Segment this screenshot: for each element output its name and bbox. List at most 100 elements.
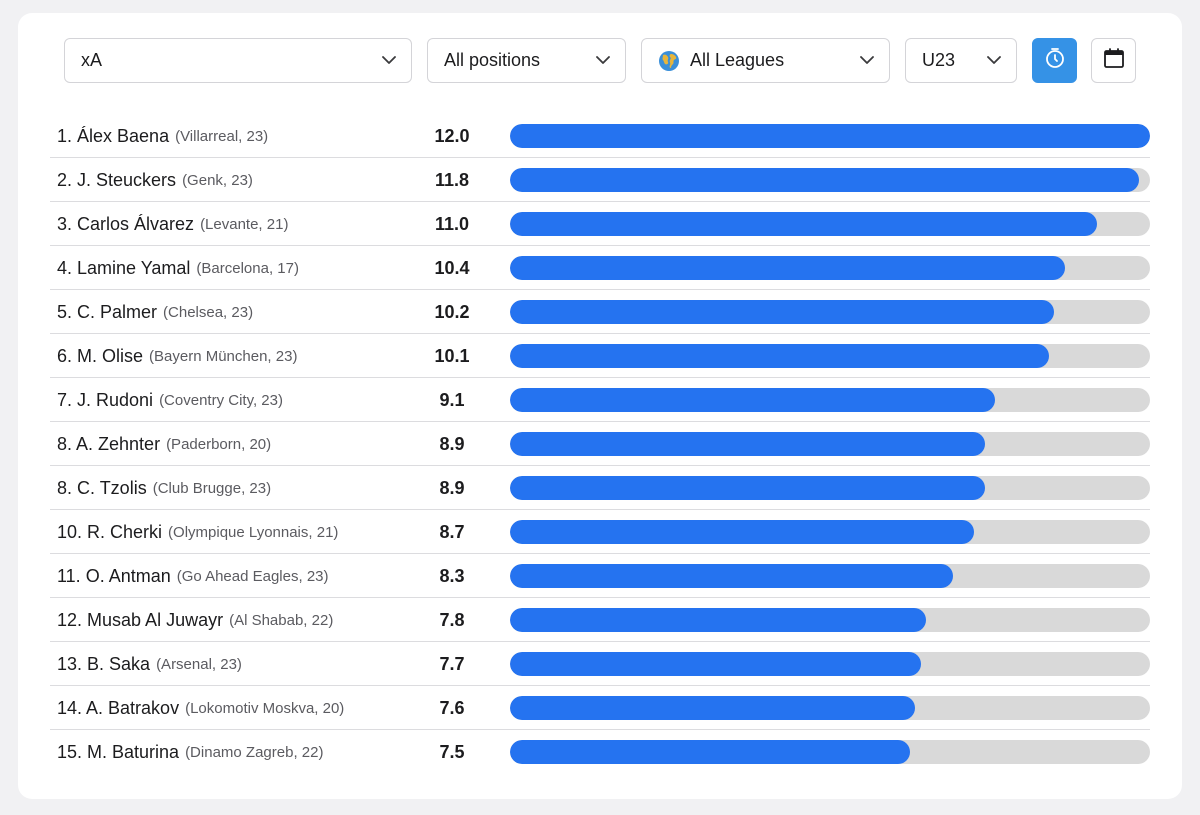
value-bar-fill xyxy=(510,124,1150,148)
player-name-label: 15. M. Baturina xyxy=(57,741,180,762)
value-bar-track xyxy=(510,300,1150,324)
player-name-label: 6. M. Olise xyxy=(57,345,144,366)
chevron-down-icon xyxy=(986,53,1002,69)
value-bar-track xyxy=(510,564,1150,588)
player-club-age: (Chelsea, 23) xyxy=(163,303,254,321)
value-bar-fill xyxy=(510,740,910,764)
player-name-label: 2. J. Steuckers xyxy=(57,169,177,190)
value-bar-fill xyxy=(510,168,1140,192)
league-select[interactable]: All Leagues xyxy=(641,38,890,83)
player-name-label: 1. Álex Baena xyxy=(57,125,170,146)
player-name: 11. O. Antman (Go Ahead Eagles, 23) xyxy=(57,554,329,598)
value-bar-track xyxy=(510,344,1150,368)
player-club-age: (Bayern München, 23) xyxy=(149,347,298,365)
player-row[interactable]: 14. A. Batrakov (Lokomotiv Moskva, 20) 7.6 xyxy=(50,686,1150,730)
player-value: 11.0 xyxy=(434,213,470,234)
value-bar-fill xyxy=(510,212,1097,236)
value-bar-fill xyxy=(510,476,985,500)
player-name-label: 4. Lamine Yamal xyxy=(57,257,191,278)
player-name: 5. C. Palmer (Chelsea, 23) xyxy=(57,290,253,334)
player-value: 7.8 xyxy=(439,609,465,630)
player-row[interactable]: 12. Musab Al Juwayr (Al Shabab, 22) 7.8 xyxy=(50,598,1150,642)
age-select-value: U23 xyxy=(922,50,956,70)
value-bar-fill xyxy=(510,696,916,720)
metric-select-value: xA xyxy=(81,50,103,70)
player-value: 7.6 xyxy=(439,697,465,718)
player-club-age: (Dinamo Zagreb, 22) xyxy=(185,743,324,761)
value-bar-track xyxy=(510,696,1150,720)
player-club-age: (Genk, 23) xyxy=(182,171,253,189)
player-value: 12.0 xyxy=(434,125,470,146)
calendar-icon xyxy=(1103,47,1125,74)
player-name: 3. Carlos Álvarez (Levante, 21) xyxy=(57,202,288,246)
position-select-value: All positions xyxy=(444,50,541,70)
player-value: 8.3 xyxy=(439,565,465,586)
player-name: 6. M. Olise (Bayern München, 23) xyxy=(57,334,297,378)
player-club-age: (Al Shabab, 22) xyxy=(229,611,334,629)
player-value: 10.1 xyxy=(434,345,470,366)
chevron-down-icon xyxy=(595,53,611,69)
player-club-age: (Club Brugge, 23) xyxy=(152,479,272,497)
position-select[interactable]: All positions xyxy=(427,38,626,83)
player-name: 4. Lamine Yamal (Barcelona, 17) xyxy=(57,246,299,290)
player-value: 8.9 xyxy=(439,477,465,498)
player-name: 14. A. Batrakov (Lokomotiv Moskva, 20) xyxy=(57,686,344,730)
value-bar-track xyxy=(510,652,1150,676)
player-value: 11.8 xyxy=(434,169,470,190)
player-name: 1. Álex Baena (Villarreal, 23) xyxy=(57,114,268,158)
value-bar-track xyxy=(510,520,1150,544)
value-bar-track xyxy=(510,608,1150,632)
player-club-age: (Levante, 21) xyxy=(200,215,289,233)
player-row[interactable]: 10. R. Cherki (Olympique Lyonnais, 21) 8.7 xyxy=(50,510,1150,554)
metric-select[interactable]: xA xyxy=(64,38,412,83)
player-name-label: 14. A. Batrakov xyxy=(57,697,180,718)
player-row[interactable]: 11. O. Antman (Go Ahead Eagles, 23) 8.3 xyxy=(50,554,1150,598)
player-ranking-list: 1. Álex Baena (Villarreal, 23) 12.0 2. J. S… xyxy=(50,114,1150,774)
player-row[interactable]: 6. M. Olise (Bayern München, 23) 10.1 xyxy=(50,334,1150,378)
player-row[interactable]: 1. Álex Baena (Villarreal, 23) 12.0 xyxy=(50,114,1150,158)
value-bar-track xyxy=(510,476,1150,500)
player-value: 8.9 xyxy=(439,433,465,454)
player-club-age: (Paderborn, 20) xyxy=(166,435,272,453)
player-value: 8.7 xyxy=(439,521,465,542)
player-name-label: 8. C. Tzolis xyxy=(57,477,147,498)
player-name-label: 8. A. Zehnter xyxy=(57,433,161,454)
value-bar-fill xyxy=(510,388,996,412)
player-name-label: 12. Musab Al Juwayr xyxy=(57,609,224,630)
player-club-age: (Coventry City, 23) xyxy=(159,391,283,409)
player-row[interactable]: 4. Lamine Yamal (Barcelona, 17) 10.4 xyxy=(50,246,1150,290)
player-value: 10.4 xyxy=(434,257,470,278)
player-value: 7.5 xyxy=(439,741,465,762)
player-club-age: (Arsenal, 23) xyxy=(156,655,242,673)
player-name: 13. B. Saka (Arsenal, 23) xyxy=(57,642,242,686)
season-calendar-button[interactable] xyxy=(1091,38,1136,83)
player-row[interactable]: 8. C. Tzolis (Club Brugge, 23) 8.9 xyxy=(50,466,1150,510)
player-value: 9.1 xyxy=(439,389,465,410)
player-name: 7. J. Rudoni (Coventry City, 23) xyxy=(57,378,283,422)
player-row[interactable]: 15. M. Baturina (Dinamo Zagreb, 22) 7.5 xyxy=(50,730,1150,774)
value-bar-fill xyxy=(510,432,985,456)
player-name-label: 7. J. Rudoni xyxy=(57,389,154,410)
player-row[interactable]: 5. C. Palmer (Chelsea, 23) 10.2 xyxy=(50,290,1150,334)
value-bar-fill xyxy=(510,608,926,632)
player-name-label: 10. R. Cherki xyxy=(57,521,163,542)
age-select[interactable]: U23 xyxy=(905,38,1017,83)
player-value: 7.7 xyxy=(439,653,465,674)
player-row[interactable]: 3. Carlos Álvarez (Levante, 21) 11.0 xyxy=(50,202,1150,246)
value-bar-track xyxy=(510,432,1150,456)
player-row[interactable]: 13. B. Saka (Arsenal, 23) 7.7 xyxy=(50,642,1150,686)
player-name: 15. M. Baturina (Dinamo Zagreb, 22) xyxy=(57,730,323,774)
per-90-toggle-button[interactable] xyxy=(1032,38,1077,83)
player-name-label: 5. C. Palmer xyxy=(57,301,158,322)
player-row[interactable]: 7. J. Rudoni (Coventry City, 23) 9.1 xyxy=(50,378,1150,422)
player-row[interactable]: 2. J. Steuckers (Genk, 23) 11.8 xyxy=(50,158,1150,202)
value-bar-track xyxy=(510,124,1150,148)
stopwatch-icon xyxy=(1045,47,1065,74)
player-name-label: 3. Carlos Álvarez xyxy=(57,213,195,234)
player-name: 10. R. Cherki (Olympique Lyonnais, 21) xyxy=(57,510,338,554)
value-bar-fill xyxy=(510,256,1065,280)
league-select-value: All Leagues xyxy=(690,50,785,70)
player-club-age: (Go Ahead Eagles, 23) xyxy=(176,567,329,585)
player-row[interactable]: 8. A. Zehnter (Paderborn, 20) 8.9 xyxy=(50,422,1150,466)
player-name: 2. J. Steuckers (Genk, 23) xyxy=(57,158,253,202)
